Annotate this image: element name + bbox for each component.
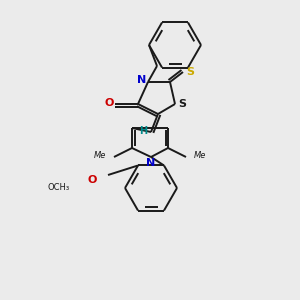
Text: O: O xyxy=(87,175,97,185)
Text: OCH₃: OCH₃ xyxy=(48,184,70,193)
Text: O: O xyxy=(104,98,114,108)
Text: Me: Me xyxy=(94,152,106,160)
Text: H: H xyxy=(139,126,147,136)
Text: S: S xyxy=(178,99,186,109)
Text: N: N xyxy=(146,158,156,168)
Text: N: N xyxy=(137,75,147,85)
Text: S: S xyxy=(186,67,194,77)
Text: Me: Me xyxy=(194,152,206,160)
